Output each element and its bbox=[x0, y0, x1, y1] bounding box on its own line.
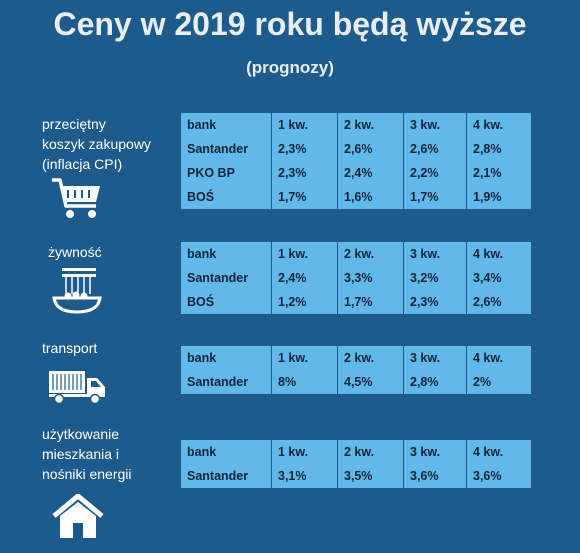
table-cell: 2,4% bbox=[271, 266, 338, 290]
table-cell: 3,3% bbox=[337, 266, 404, 290]
bank-name: BOŚ bbox=[181, 185, 272, 209]
forecast-table-housing: bank 1 kw. 2 kw. 3 kw. 4 kw. Santander 3… bbox=[181, 440, 531, 488]
table-cell: 3,1% bbox=[271, 464, 338, 488]
column-header: 2 kw. bbox=[337, 113, 404, 137]
column-header: 4 kw. bbox=[473, 247, 504, 261]
column-header: 1 kw. bbox=[271, 113, 338, 137]
bank-name: BOŚ bbox=[181, 290, 272, 314]
column-header: 1 kw. bbox=[271, 346, 338, 370]
house-icon bbox=[52, 494, 104, 538]
table-cell: 8% bbox=[271, 370, 338, 394]
table-cell: 2,3% bbox=[271, 161, 338, 185]
table-cell: 1,7% bbox=[271, 185, 338, 209]
column-header: bank bbox=[181, 346, 272, 370]
table-cell: 3,6% bbox=[403, 464, 467, 488]
table-cell: 1,2% bbox=[271, 290, 338, 314]
table-cell: 2,8% bbox=[473, 142, 502, 156]
bank-name: PKO BP bbox=[181, 161, 272, 185]
column-header: 4 kw. bbox=[473, 118, 504, 132]
table-cell: 3,2% bbox=[403, 266, 467, 290]
table-cell: 2,6% bbox=[403, 137, 467, 161]
table-cell: 2,4% bbox=[337, 161, 404, 185]
column-header: 2 kw. bbox=[337, 242, 404, 266]
column-header: 1 kw. bbox=[271, 440, 338, 464]
forecast-table-cpi: bank 1 kw. 2 kw. 3 kw. 4 kw. Santander 2… bbox=[181, 113, 531, 209]
table-cell: 4,5% bbox=[337, 370, 404, 394]
table-row: Santander 8% 4,5% 2,8% 2% bbox=[181, 370, 531, 394]
table-cell: 3,5% bbox=[337, 464, 404, 488]
table-header-row: bank 1 kw. 2 kw. 3 kw. 4 kw. bbox=[181, 440, 531, 464]
column-header: 2 kw. bbox=[337, 440, 404, 464]
table-cell: 1,9% bbox=[473, 190, 502, 204]
table-row: BOŚ 1,2% 1,7% 2,3% 2,6% bbox=[181, 290, 531, 314]
forecast-table-food: bank 1 kw. 2 kw. 3 kw. 4 kw. Santander 2… bbox=[181, 242, 531, 314]
table-row: Santander 2,3% 2,6% 2,6% 2,8% bbox=[181, 137, 531, 161]
shopping-cart-icon bbox=[52, 178, 100, 218]
table-cell: 2,8% bbox=[403, 370, 467, 394]
table-cell: 1,7% bbox=[337, 290, 404, 314]
column-header: bank bbox=[181, 113, 272, 137]
food-icon bbox=[52, 268, 102, 314]
column-header: 3 kw. bbox=[403, 242, 467, 266]
column-header: 3 kw. bbox=[403, 440, 467, 464]
column-header: 4 kw. bbox=[473, 445, 504, 459]
table-row: PKO BP 2,3% 2,4% 2,2% 2,1% bbox=[181, 161, 531, 185]
table-cell: 3,4% bbox=[473, 271, 502, 285]
table-row: BOŚ 1,7% 1,6% 1,7% 1,9% bbox=[181, 185, 531, 209]
table-row: Santander 2,4% 3,3% 3,2% 3,4% bbox=[181, 266, 531, 290]
page-subtitle: (prognozy) bbox=[246, 58, 334, 77]
forecast-table-transport: bank 1 kw. 2 kw. 3 kw. 4 kw. Santander 8… bbox=[181, 346, 531, 394]
table-cell: 2,2% bbox=[403, 161, 467, 185]
column-header: 1 kw. bbox=[271, 242, 338, 266]
table-cell: 3,6% bbox=[473, 469, 502, 483]
table-header-row: bank 1 kw. 2 kw. 3 kw. 4 kw. bbox=[181, 242, 531, 266]
section-label: użytkowanie mieszkania i nośniki energii bbox=[42, 426, 132, 482]
table-cell: 2,3% bbox=[271, 137, 338, 161]
table-header-row: bank 1 kw. 2 kw. 3 kw. 4 kw. bbox=[181, 113, 531, 137]
column-header: bank bbox=[181, 242, 272, 266]
table-cell: 2,1% bbox=[473, 166, 502, 180]
section-label: żywność bbox=[48, 244, 102, 260]
column-header: 3 kw. bbox=[403, 113, 467, 137]
section-label: przeciętny koszyk zakupowy (inflacja CPI… bbox=[42, 116, 151, 172]
column-header: 3 kw. bbox=[403, 346, 467, 370]
table-cell: 2% bbox=[473, 375, 492, 389]
table-cell: 2,3% bbox=[403, 290, 467, 314]
page-title: Ceny w 2019 roku będą wyższe bbox=[53, 6, 527, 42]
column-header: 4 kw. bbox=[473, 351, 504, 365]
table-cell: 1,7% bbox=[403, 185, 467, 209]
bank-name: Santander bbox=[181, 137, 272, 161]
truck-icon bbox=[49, 371, 105, 404]
bank-name: Santander bbox=[181, 370, 272, 394]
table-cell: 1,6% bbox=[337, 185, 404, 209]
section-label: transport bbox=[42, 340, 98, 356]
table-header-row: bank 1 kw. 2 kw. 3 kw. 4 kw. bbox=[181, 346, 531, 370]
bank-name: Santander bbox=[181, 464, 272, 488]
table-row: Santander 3,1% 3,5% 3,6% 3,6% bbox=[181, 464, 531, 488]
table-cell: 2,6% bbox=[337, 137, 404, 161]
column-header: 2 kw. bbox=[337, 346, 404, 370]
column-header: bank bbox=[181, 440, 272, 464]
table-cell: 2,6% bbox=[473, 295, 502, 309]
bank-name: Santander bbox=[181, 266, 272, 290]
